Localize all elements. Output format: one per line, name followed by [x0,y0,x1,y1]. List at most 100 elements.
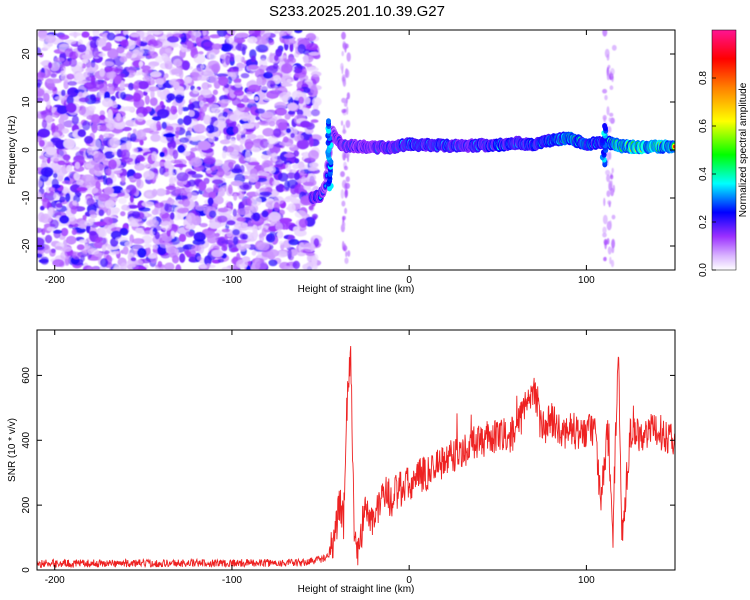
spectrogram-noise-blob [345,176,350,183]
spectrogram-noise-blob [37,79,43,86]
spectrogram-noise-blob [271,152,278,162]
spectrogram-noise-blob [45,78,58,84]
spectrogram-signal [308,118,675,204]
spectrogram-noise-blob [229,138,236,145]
spectrogram-noise-blob [306,110,313,117]
spectrogram-noise-blob [207,197,214,206]
spectrogram-noise-blob [88,230,97,236]
spectrogram-noise-blob [611,167,614,174]
spectrogram-noise-blob [136,176,141,188]
spectrogram-noise-blob [300,120,311,128]
spectrogram-noise-blob [167,197,173,202]
spectrogram-noise-blob [53,172,58,179]
spectrogram-noise-blob [108,159,117,170]
spectrogram-noise-blob [213,196,224,205]
spectrogram-noise-blob [92,30,100,38]
colorbar-tick-label: 0.6 [698,119,709,133]
spectrogram-noise-blob [256,241,270,251]
spectrogram-noise-blob [104,67,118,73]
spectrogram-noise-blob [298,96,305,104]
spectrogram-noise-blob [216,73,229,77]
spectrogram-noise-blob [190,157,203,168]
spectrogram-noise-blob [39,155,45,160]
spectrogram-noise-blob [142,36,148,43]
spectrogram-noise-blob [85,187,99,194]
spectrogram-noise-blob [235,32,249,38]
spectrogram-noise-blob [40,166,54,177]
spectrogram-noise-blob [258,233,264,238]
spectrogram-noise-blob [44,34,57,44]
spectrogram-noise-blob [340,171,345,178]
spectrogram-noise-blob [54,57,65,63]
spectrogram-noise-blob [294,158,300,164]
spectrogram-noise-blob [287,249,292,260]
spectrogram-noise-blob [127,204,139,209]
spectrogram-noise-blob [235,43,248,52]
spectrogram-noise-blob [230,180,243,187]
spectrogram-noise-blob [301,176,307,184]
spectrogram-noise-blob [198,181,207,191]
spectrogram-noise-blob [251,250,257,256]
spectrogram-noise-blob [90,160,97,166]
spectrogram-noise-blob [127,248,140,257]
spectrogram-noise-blob [262,127,275,137]
spectrogram-noise-blob [232,229,240,236]
spectrogram-noise-blob [275,222,283,231]
spectrogram-noise-blob [193,53,206,64]
spectrogram-noise-blob [37,128,50,138]
spectrogram-noise-blob [277,172,289,182]
spectrogram-noise-blob [342,124,346,135]
snr-x-ticks: -200 -100 0 100 [45,330,595,586]
spectrogram-noise-blob [81,31,90,38]
spectrogram-noise-blob [103,132,109,137]
spectrogram-noise-blob [44,234,53,244]
spectrogram-noise-blob [147,30,160,34]
spectrogram-noise-blob [101,98,113,108]
spectrogram-noise-blob [228,161,234,169]
y-tick-label: 20 [21,48,32,60]
spectrogram-noise-blob [98,193,109,202]
spectrogram-noise-blob [129,194,134,203]
spectrogram-noise-blob [287,102,298,111]
spectrogram-noise-blob [208,210,217,218]
spectrogram-noise-blob [176,195,188,200]
spectrogram-noise-blob [41,119,48,129]
spectrogram-noise-blob [57,168,66,179]
colorbar: 0.0 0.2 0.4 0.6 0.8 Normalized spectral ampl… [698,29,749,277]
spectrogram-noise-blob [39,110,47,115]
spectrogram-noise-blob [341,221,346,228]
spectrogram-noise-blob [268,211,281,222]
spectrogram-noise-blob [606,72,610,81]
spectrogram-noise-blob [193,123,206,133]
spectrogram-noise-blob [170,105,177,115]
spectrogram-noise-blob [609,174,614,180]
spectrogram-noise-blob [211,249,224,258]
spectrogram-noise-blob [43,92,50,102]
snr-ylabel: SNR (10 * v/v) [7,418,18,482]
spectrogram-noise-blob [150,89,155,99]
spectrogram-noise-blob [273,201,280,212]
spectrogram-noise-blob [310,85,318,94]
spectrogram-noise-blob [120,149,131,160]
spectrogram-noise-blob [161,104,166,109]
spectrogram-noise-blob [71,115,79,125]
spectrogram-noise-blob [250,55,256,63]
spectrogram-noise-blob [184,249,197,257]
spectrogram-noise-blob [347,250,351,257]
spectrogram-noise-blob [107,109,113,120]
spectrogram-noise-blob [230,247,239,252]
spectrogram-noise-blob [192,88,199,94]
spectrogram-noise-blob [283,136,289,143]
spectrogram-noise-blob [136,36,141,47]
spectrogram-noise-blob [104,151,115,159]
spectrogram-noise-blob [306,261,314,267]
spectrogram-noise-blob [40,61,50,66]
spectrogram-noise-blob [209,34,221,39]
spectrogram-noise-blob [164,47,172,54]
spectrogram-noise-blob [82,120,91,131]
spectrogram-noise-blob [293,68,303,74]
spectrogram-noise-blob [86,147,93,154]
spectrogram-noise-blob [606,190,611,197]
spectrogram-noise-blob [156,120,161,130]
spectrogram-noise-blob [187,214,192,224]
